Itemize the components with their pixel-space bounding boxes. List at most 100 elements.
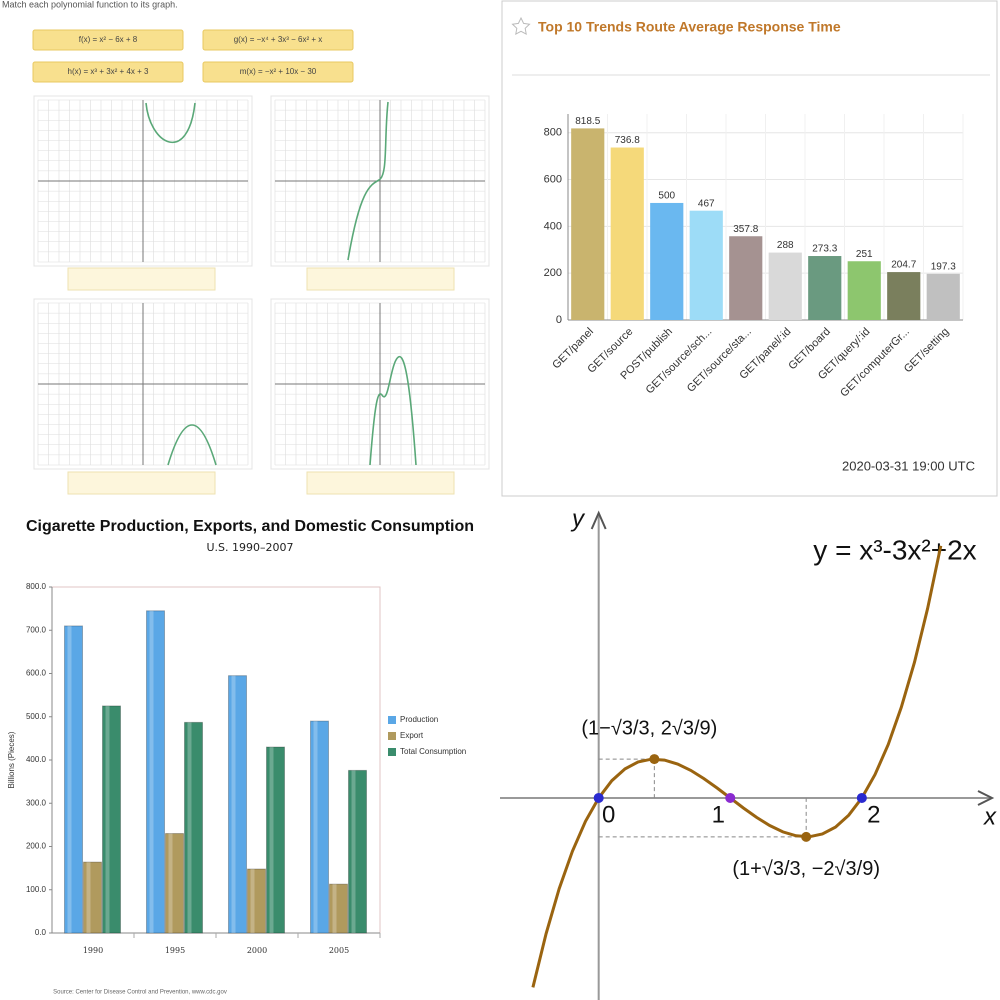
star-icon[interactable] — [511, 16, 531, 36]
bar — [329, 883, 348, 934]
value-label: 288 — [777, 240, 794, 251]
value-label: 204.7 — [891, 260, 916, 271]
bar — [64, 625, 83, 934]
worksheet-curves — [145, 101, 417, 466]
y-axis-label: Billions (Pieces) — [7, 731, 16, 788]
bar — [768, 252, 802, 320]
function-label: f(x) = x² − 6x + 8 — [79, 35, 138, 44]
curve — [531, 545, 943, 988]
x-tick-label: 2000 — [247, 946, 267, 955]
legend-swatch — [388, 716, 396, 724]
x-tick-label: 2005 — [329, 946, 349, 955]
y-axis-label: y — [570, 505, 586, 532]
function-label: g(x) = −x⁴ + 3x³ − 6x² + x — [234, 35, 323, 44]
function-box — [32, 61, 184, 83]
point-annotation: (1−√3/3, 2√3/9) — [581, 717, 717, 739]
instruction: Match each polynomial function to its gr… — [2, 0, 178, 9]
value-label: 357.8 — [733, 224, 758, 235]
legend-swatch — [388, 732, 396, 740]
point-marker — [856, 792, 867, 803]
y-tick-label: 100.0 — [26, 885, 47, 894]
value-label: 500 — [658, 191, 675, 202]
bar-highlight — [313, 721, 318, 933]
curve — [347, 101, 389, 261]
x-axis-label: x — [983, 803, 997, 830]
answer-box[interactable] — [67, 471, 216, 495]
answer-box[interactable] — [67, 267, 216, 291]
function-label: h(x) = x³ + 3x² + 4x + 3 — [68, 67, 149, 76]
bar — [887, 272, 921, 320]
y-tick-label: 200.0 — [26, 842, 47, 851]
bar-highlight — [187, 722, 192, 933]
bar-highlight — [231, 675, 236, 933]
curve — [369, 355, 417, 466]
bar-highlight — [149, 610, 154, 933]
bar — [808, 256, 842, 320]
point-marker — [649, 754, 660, 765]
bar — [571, 128, 605, 320]
answer-box[interactable] — [306, 267, 455, 291]
y-tick-label: 400 — [544, 220, 562, 232]
chart-subtitle: U.S. 1990–2007 — [206, 541, 293, 554]
bar — [266, 746, 285, 934]
bar-highlight — [269, 747, 274, 933]
y-tick-label: 0 — [556, 314, 562, 326]
point-marker — [801, 831, 812, 842]
bar — [650, 202, 684, 320]
x-tick-label: 1 — [712, 801, 725, 828]
x-tick-label: 2 — [867, 801, 880, 828]
point-marker — [593, 792, 604, 803]
chart-title: Cigarette Production, Exports, and Domes… — [26, 518, 474, 535]
value-label: 197.3 — [931, 261, 956, 272]
value-label: 736.8 — [615, 135, 640, 146]
function-label: m(x) = −x² + 10x − 30 — [240, 67, 317, 76]
point-annotation: (1+√3/3, −2√3/9) — [732, 858, 880, 880]
worksheet-graphs — [33, 95, 490, 470]
y-tick-label: 800 — [544, 127, 562, 139]
bar — [310, 720, 329, 934]
bar — [689, 210, 723, 320]
x-tick-label: 0 — [602, 801, 615, 828]
bar — [102, 705, 121, 934]
bar-highlight — [351, 770, 356, 933]
y-tick-label: 400.0 — [26, 755, 47, 764]
bar-highlight — [86, 862, 91, 933]
curve — [145, 102, 196, 144]
y-tick-label: 0.0 — [35, 928, 47, 937]
formula-title: y = x³-3x²+2x — [813, 534, 976, 565]
bar-highlight — [168, 833, 173, 933]
bar-highlight — [250, 868, 255, 933]
x-tick-label: 1990 — [83, 946, 103, 955]
bar — [165, 833, 184, 934]
curve — [167, 424, 217, 466]
bar — [247, 868, 266, 934]
function-box — [202, 29, 354, 51]
y-tick-label: 600 — [544, 173, 562, 185]
bar — [146, 610, 165, 934]
value-label: 467 — [698, 198, 715, 209]
y-tick-label: 300.0 — [26, 798, 47, 807]
bar-highlight — [332, 884, 337, 933]
bar-highlight — [105, 705, 110, 933]
y-tick-label: 800.0 — [26, 582, 47, 591]
timestamp: 2020-03-31 19:00 UTC — [842, 458, 975, 473]
legend-label: Export — [400, 731, 424, 740]
bar — [83, 861, 102, 934]
answer-box[interactable] — [306, 471, 455, 495]
legend-label: Total Consumption — [400, 747, 466, 756]
x-tick-label: 1995 — [165, 946, 185, 955]
bar — [926, 273, 960, 320]
chart-title: Top 10 Trends Route Average Response Tim… — [538, 19, 841, 35]
legend-label: Production — [400, 715, 438, 724]
bar — [847, 261, 881, 320]
function-box — [32, 29, 184, 51]
legend-swatch — [388, 748, 396, 756]
y-tick-label: 500.0 — [26, 712, 47, 721]
y-axis-arrow — [590, 510, 607, 530]
bar-highlight — [67, 625, 72, 933]
bar — [348, 769, 367, 934]
bar — [729, 236, 763, 320]
y-tick-label: 200 — [544, 267, 562, 279]
bar — [228, 675, 247, 934]
function-box — [202, 61, 354, 83]
